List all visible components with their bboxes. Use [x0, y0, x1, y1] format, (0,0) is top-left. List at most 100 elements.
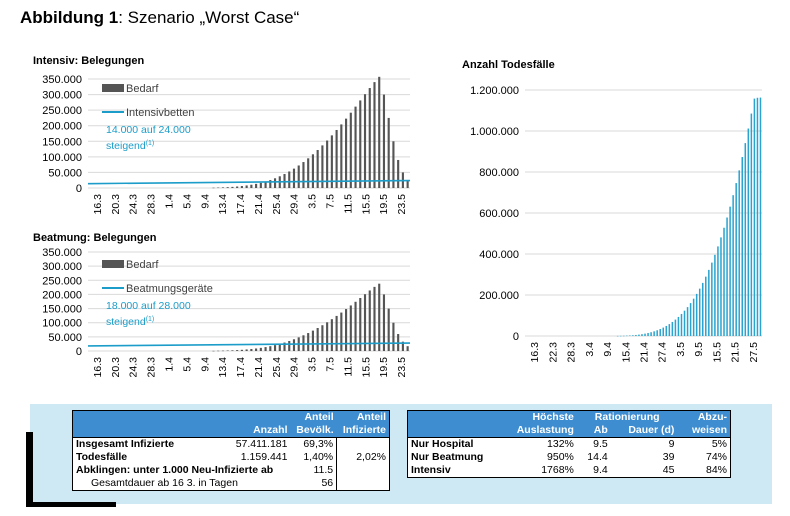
bar [340, 312, 343, 351]
y-tick-label: 1.200.000 [470, 85, 519, 97]
bar [656, 330, 658, 336]
x-tick-label: 1.4 [164, 194, 176, 209]
x-tick-label: 21.5 [730, 342, 742, 363]
legend-note-2: steigend(1) [106, 140, 154, 152]
bar [750, 113, 753, 336]
x-tick-label: 21.4 [253, 194, 265, 215]
y-tick-label: 200.000 [479, 290, 519, 302]
bar [701, 282, 704, 336]
bar [622, 335, 625, 337]
table-row: Insgesamt Infizierte 57.411.181 69,3% [73, 437, 389, 451]
bar [714, 254, 716, 336]
row-label: Nur Beatmung [411, 451, 484, 463]
legend-bar-label: Bedarf [126, 259, 159, 271]
x-tick-label: 27.5 [748, 342, 760, 363]
x-tick-label: 11.5 [342, 194, 354, 214]
bar [387, 308, 390, 351]
bar [311, 154, 314, 188]
left-table-header-row-2: Anzahl Bevölk. Infizierte [73, 424, 389, 438]
bar [692, 298, 695, 336]
y-tick-label: 150.000 [42, 304, 82, 316]
bar [330, 135, 333, 188]
chart-title: Intensiv: Belegungen [33, 55, 145, 67]
row-auslastung: 132% [547, 438, 574, 450]
table-row: Abklingen: unter 1.000 Neu-Infizierte ab… [73, 464, 389, 477]
bar [668, 324, 671, 336]
left-summary-table: Anteil Anteil Anzahl Bevölk. Infizierte … [72, 410, 390, 491]
x-tick-label: 16.3 [529, 342, 541, 363]
bar [363, 94, 367, 188]
x-tick-label: 23.5 [396, 194, 408, 215]
bar [292, 168, 296, 188]
bar [321, 325, 324, 351]
bar [255, 348, 258, 351]
row-anteil-bev: 69,3% [303, 438, 334, 450]
y-tick-label: 50.000 [48, 332, 82, 344]
x-tick-label: 24.3 [128, 194, 140, 215]
bar [732, 195, 734, 336]
row-label: Todesfälle [76, 451, 128, 463]
left-table-header-row-1: Anteil Anteil [73, 411, 389, 424]
row-label: Intensiv [411, 464, 451, 476]
bar [363, 294, 367, 351]
row-anteil-inf: 2,02% [336, 451, 389, 464]
bar [744, 143, 747, 336]
bar [378, 76, 381, 188]
capacity-line [87, 179, 411, 185]
row-ab: 9.4 [593, 464, 608, 476]
x-tick-label: 21.4 [253, 357, 265, 378]
y-tick-label: 0 [513, 331, 519, 343]
x-tick-label: 24.3 [128, 357, 140, 378]
bar [756, 97, 759, 336]
bar [236, 350, 239, 351]
row-abzuweisen: 84% [705, 464, 727, 476]
hdr-hoechste-1: Höchste [496, 411, 577, 424]
row-label: Gesamtdauer ab 16 3. in Tagen [91, 477, 238, 489]
bar [316, 328, 319, 351]
bar [686, 307, 689, 336]
hdr-hoechste-2: Auslastung [496, 424, 577, 438]
legend-note: 14.000 auf 24.000 [106, 124, 191, 136]
bar [632, 335, 634, 336]
x-tick-label: 5.4 [181, 357, 193, 372]
bar [741, 157, 744, 336]
x-tick-label: 22.3 [547, 342, 559, 363]
bar [264, 347, 267, 351]
bar [273, 345, 277, 351]
legend-line-label: Beatmungsgeräte [126, 283, 213, 295]
y-tick-label: 100.000 [42, 318, 82, 330]
bar [302, 162, 305, 188]
bar [245, 185, 248, 188]
row-ab: 14.4 [587, 451, 608, 463]
bar [349, 112, 352, 188]
page-title-bold: Abbildung 1 [20, 8, 119, 27]
bar [264, 181, 267, 188]
hdr-anzahl: Anzahl [229, 424, 291, 438]
bar [354, 301, 357, 351]
bar [387, 117, 390, 188]
bar [708, 269, 710, 336]
bar [689, 303, 692, 336]
bar [373, 82, 376, 188]
bar [217, 187, 220, 189]
table-row: Nur Beatmung 950% 14.4 39 74% [408, 451, 730, 464]
bar [345, 118, 348, 188]
bar [349, 305, 352, 351]
bar [397, 159, 400, 188]
bar [406, 346, 409, 351]
bar [259, 182, 262, 188]
legend-note-sup: (1) [146, 316, 155, 323]
bar [316, 150, 319, 188]
bar [373, 286, 376, 351]
bar [236, 186, 239, 188]
x-tick-label: 3.5 [675, 342, 687, 357]
bar [335, 129, 338, 188]
bar [753, 98, 756, 336]
bar [729, 206, 731, 336]
bar [240, 186, 243, 188]
todesfaelle-chart: Anzahl Todesfälle 1.200.000 1.000.000 800.0… [462, 59, 762, 363]
row-anteil-bev: 11.5 [313, 464, 334, 476]
bar [723, 227, 725, 336]
row-auslastung: 1768% [541, 464, 574, 476]
x-tick-label: 16.3 [92, 194, 104, 215]
